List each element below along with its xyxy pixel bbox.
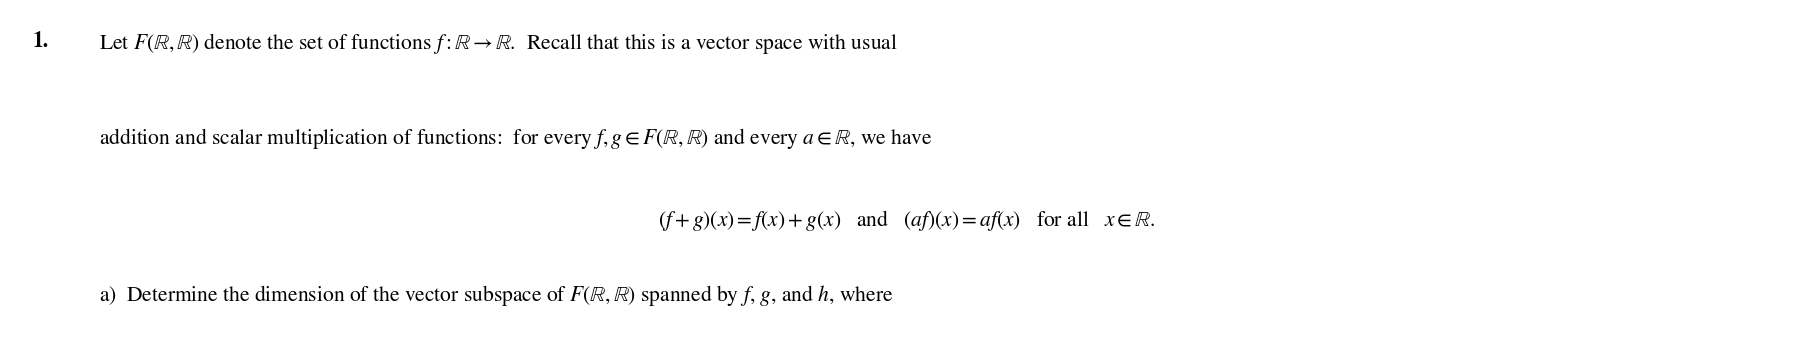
- Text: Let $F(\mathbb{R}, \mathbb{R})$ denote the set of functions $f: \mathbb{R} \to \: Let $F(\mathbb{R}, \mathbb{R})$ denote t…: [98, 31, 898, 56]
- Text: $(f + g)(x) = f(x) + g(x)$   and   $(af)(x) = af(x)$   for all   $x \in \mathbb{: $(f + g)(x) = f(x) + g(x)$ and $(af)(x) …: [658, 208, 1156, 233]
- Text: a)  Determine the dimension of the vector subspace of $F(\mathbb{R}, \mathbb{R}): a) Determine the dimension of the vector…: [98, 283, 892, 309]
- Text: addition and scalar multiplication of functions:  for every $f, g \in F(\mathbb{: addition and scalar multiplication of fu…: [98, 126, 932, 151]
- Text: 1.: 1.: [33, 31, 49, 51]
